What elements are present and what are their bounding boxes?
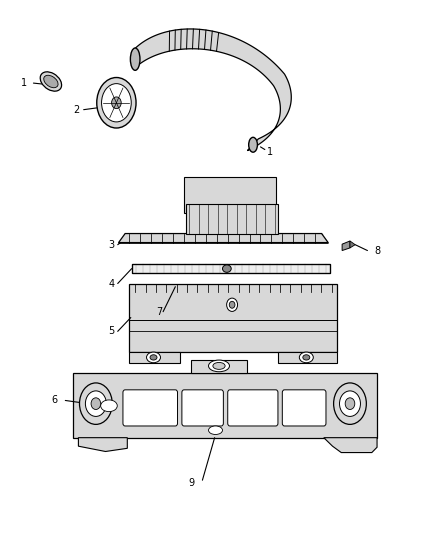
Ellipse shape	[303, 355, 310, 360]
Ellipse shape	[223, 265, 231, 272]
Ellipse shape	[101, 400, 117, 411]
Polygon shape	[73, 373, 377, 438]
Ellipse shape	[345, 398, 355, 409]
Ellipse shape	[102, 84, 131, 122]
Text: 4: 4	[108, 279, 114, 288]
Polygon shape	[132, 264, 330, 273]
Polygon shape	[278, 352, 337, 364]
Text: 3: 3	[108, 240, 114, 250]
Ellipse shape	[85, 391, 106, 416]
Ellipse shape	[208, 360, 230, 372]
Ellipse shape	[147, 352, 160, 363]
Text: 9: 9	[189, 479, 195, 488]
Text: 1: 1	[267, 147, 273, 157]
Polygon shape	[342, 241, 350, 251]
Ellipse shape	[249, 138, 258, 152]
Ellipse shape	[131, 48, 140, 70]
FancyBboxPatch shape	[123, 390, 177, 426]
Ellipse shape	[91, 398, 101, 409]
Polygon shape	[130, 352, 180, 364]
Text: 5: 5	[108, 326, 114, 336]
Ellipse shape	[80, 383, 112, 424]
Ellipse shape	[150, 355, 157, 360]
Polygon shape	[350, 241, 355, 248]
Polygon shape	[324, 438, 377, 453]
FancyBboxPatch shape	[184, 177, 276, 213]
FancyBboxPatch shape	[228, 390, 278, 426]
Text: 7: 7	[156, 306, 162, 317]
Ellipse shape	[97, 77, 136, 128]
Polygon shape	[78, 438, 127, 451]
Ellipse shape	[226, 298, 237, 311]
Polygon shape	[119, 233, 328, 243]
Ellipse shape	[112, 97, 121, 109]
Ellipse shape	[299, 352, 313, 363]
FancyBboxPatch shape	[283, 390, 326, 426]
Text: 1: 1	[21, 78, 27, 88]
Ellipse shape	[44, 75, 58, 88]
Polygon shape	[130, 284, 337, 352]
Bar	[186, 204, 278, 233]
Bar	[132, 264, 330, 273]
Ellipse shape	[334, 383, 366, 424]
Polygon shape	[134, 29, 291, 151]
Ellipse shape	[208, 426, 223, 434]
Ellipse shape	[213, 362, 225, 369]
Text: 8: 8	[374, 246, 380, 255]
FancyBboxPatch shape	[182, 390, 223, 426]
Ellipse shape	[339, 391, 360, 416]
Ellipse shape	[40, 72, 62, 91]
Ellipse shape	[229, 301, 235, 308]
Text: 6: 6	[51, 395, 57, 406]
Polygon shape	[191, 360, 247, 373]
Text: 2: 2	[73, 104, 79, 115]
